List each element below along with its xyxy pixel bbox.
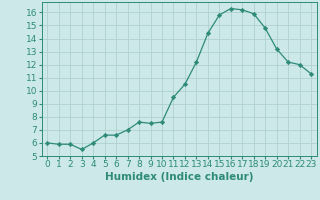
X-axis label: Humidex (Indice chaleur): Humidex (Indice chaleur) <box>105 172 253 182</box>
